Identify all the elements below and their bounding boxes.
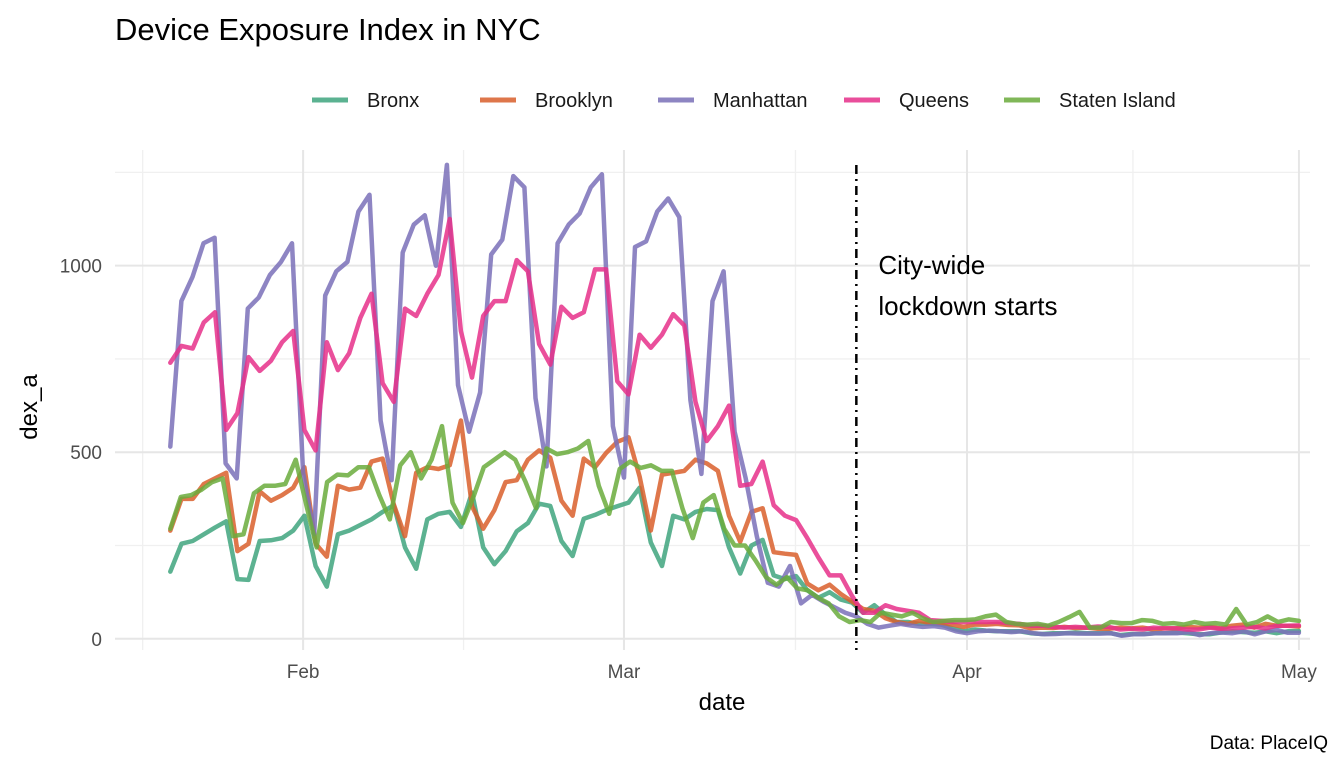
x-tick-label: Apr [952,662,982,683]
legend-label-bronx: Bronx [367,90,419,112]
legend-label-staten-island: Staten Island [1059,90,1176,112]
x-axis-title: date [699,689,746,716]
y-axis-ticks: 0 500 1000 [60,257,102,651]
caption: Data: PlaceIQ [1210,733,1328,754]
x-tick-label: May [1281,662,1317,683]
grid [115,150,1310,650]
y-tick-label: 500 [70,443,102,464]
series-line-staten-island [168,423,1302,630]
legend: Bronx Brooklyn Manhattan Queens Staten Islan… [312,90,1176,112]
y-tick-label: 1000 [60,257,102,278]
legend-label-brooklyn: Brooklyn [535,90,613,112]
x-tick-label: Mar [608,662,641,683]
series-line-queens [168,216,1302,632]
series-line-bronx [168,485,1302,638]
annotation-line-2: lockdown starts [878,291,1057,321]
y-axis-title: dex_a [16,374,43,440]
legend-label-manhattan: Manhattan [713,90,808,112]
y-tick-label: 0 [91,630,102,651]
chart-title: Device Exposure Index in NYC [115,12,541,47]
annotation-line-1: City-wide [878,250,985,280]
legend-label-queens: Queens [899,90,969,112]
series-layer [168,162,1302,639]
x-axis-ticks: Feb Mar Apr May [287,662,1318,683]
x-tick-label: Feb [287,662,320,683]
